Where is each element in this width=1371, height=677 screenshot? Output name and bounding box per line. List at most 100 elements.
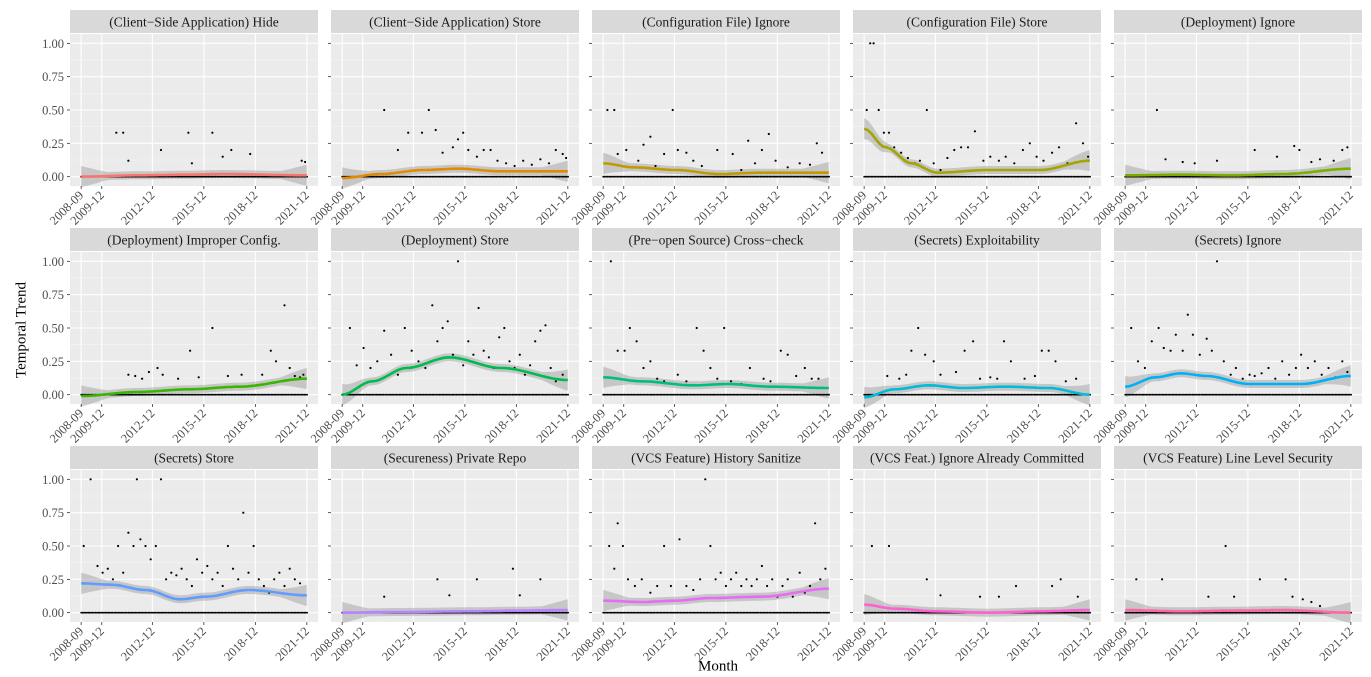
data-point xyxy=(705,175,707,178)
data-point xyxy=(1323,175,1325,178)
data-point xyxy=(147,393,150,396)
data-point xyxy=(451,353,454,356)
data-point xyxy=(1241,393,1244,396)
data-point xyxy=(688,611,690,614)
data-point xyxy=(640,611,643,614)
data-point xyxy=(786,578,789,581)
data-point xyxy=(992,393,994,396)
data-point xyxy=(1076,611,1079,614)
data-point xyxy=(234,611,237,614)
data-point xyxy=(1028,142,1031,145)
data-point xyxy=(146,393,148,396)
data-point xyxy=(939,373,942,376)
data-point xyxy=(1222,393,1225,396)
data-point xyxy=(143,611,146,614)
data-point xyxy=(1142,393,1145,396)
x-tick-label: 2012-12 xyxy=(118,406,157,445)
data-point xyxy=(1184,393,1187,396)
data-point xyxy=(916,393,918,396)
data-point xyxy=(88,611,91,614)
data-point xyxy=(805,611,808,614)
data-point xyxy=(180,393,183,396)
data-point xyxy=(798,393,800,396)
data-point xyxy=(619,175,622,178)
data-point xyxy=(518,353,521,356)
data-point xyxy=(193,393,196,396)
facet-title: (VCS Feat.) Ignore Already Committed xyxy=(870,451,1084,466)
data-point xyxy=(811,393,813,396)
data-point xyxy=(251,611,254,614)
data-point xyxy=(1074,611,1077,614)
data-point xyxy=(230,175,233,178)
data-point xyxy=(1033,175,1036,178)
data-point xyxy=(229,393,231,396)
data-point xyxy=(1052,393,1054,396)
data-point xyxy=(658,175,660,178)
data-point xyxy=(375,175,378,178)
data-point xyxy=(1033,374,1036,378)
data-point xyxy=(410,349,413,352)
data-point xyxy=(441,393,444,396)
data-point xyxy=(254,611,257,614)
x-tick-label: 2012-12 xyxy=(640,406,679,445)
data-point xyxy=(815,142,818,145)
data-point xyxy=(221,584,224,588)
data-point xyxy=(623,349,626,352)
data-point xyxy=(629,611,632,614)
data-point xyxy=(972,175,974,178)
data-point xyxy=(113,611,115,614)
data-point xyxy=(478,175,481,178)
data-point xyxy=(1278,611,1281,614)
data-point xyxy=(411,175,414,178)
data-point xyxy=(567,393,569,396)
data-point xyxy=(501,611,504,614)
data-point xyxy=(910,611,913,614)
data-point xyxy=(1341,360,1344,363)
data-point xyxy=(1059,393,1061,396)
data-point xyxy=(1231,611,1234,614)
data-point xyxy=(1185,175,1188,178)
data-point xyxy=(415,393,418,396)
data-point xyxy=(190,584,193,588)
data-point xyxy=(1288,611,1291,614)
data-point xyxy=(564,393,567,396)
data-point xyxy=(676,148,679,152)
data-point xyxy=(502,175,505,178)
data-point xyxy=(300,611,303,614)
data-point xyxy=(676,393,679,396)
data-point xyxy=(518,175,521,178)
data-point xyxy=(1002,340,1006,343)
data-point xyxy=(515,175,518,178)
data-point xyxy=(910,393,913,396)
data-point xyxy=(936,393,938,396)
data-point xyxy=(151,611,154,614)
data-point xyxy=(1300,353,1303,356)
data-point xyxy=(435,175,438,178)
data-point xyxy=(1205,393,1208,396)
data-point xyxy=(867,393,870,396)
data-point xyxy=(194,611,197,614)
data-point xyxy=(293,578,296,581)
data-point xyxy=(603,393,606,396)
data-point xyxy=(1207,393,1209,396)
data-point xyxy=(1285,175,1288,178)
data-point xyxy=(1234,393,1237,396)
data-point xyxy=(283,584,286,588)
data-point xyxy=(444,175,446,178)
data-point xyxy=(1066,175,1069,178)
y-tick-label: 0.25 xyxy=(42,355,64,369)
data-point xyxy=(261,611,264,614)
data-point xyxy=(817,377,820,380)
data-point xyxy=(394,393,396,396)
data-point xyxy=(695,611,697,614)
data-point xyxy=(491,175,494,178)
data-point xyxy=(819,578,822,581)
data-point xyxy=(170,175,173,178)
smooth-line xyxy=(342,608,568,614)
data-point xyxy=(388,393,391,396)
data-point xyxy=(1151,393,1154,396)
data-point xyxy=(508,360,511,363)
data-point xyxy=(227,393,230,396)
data-point xyxy=(824,567,827,570)
